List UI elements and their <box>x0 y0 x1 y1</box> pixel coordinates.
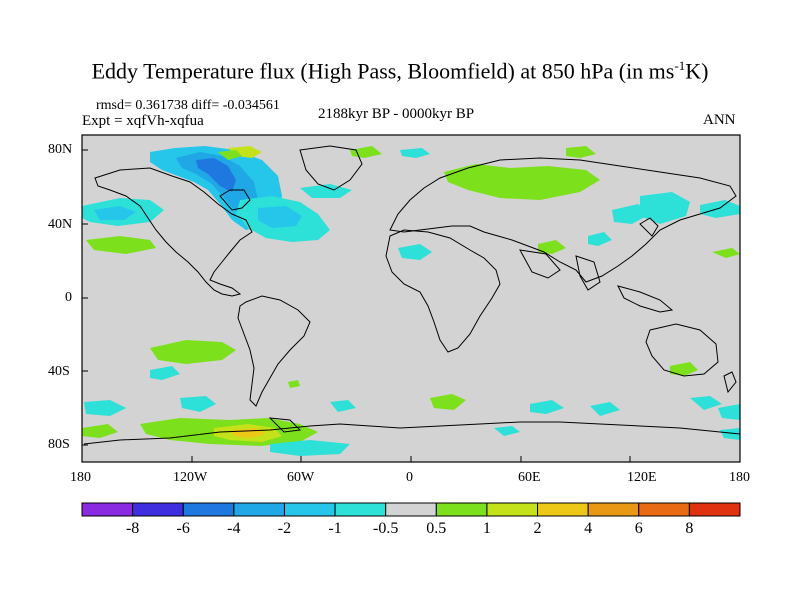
patch-south-ocean-1 <box>84 400 126 416</box>
patch-far-pacific <box>700 200 740 218</box>
coast-antarctica <box>83 421 740 445</box>
colorbar-label: -6 <box>176 520 190 537</box>
patch-south-ocean-5 <box>530 400 564 414</box>
colorbar-swatch <box>283 502 336 517</box>
patch-south-america-small <box>288 380 300 388</box>
x-tick-0: 0 <box>406 470 413 485</box>
coast-new-zealand <box>723 371 737 394</box>
coast-north-america <box>94 167 253 297</box>
colorbar-swatch <box>435 502 488 517</box>
colorbar <box>81 502 741 517</box>
coastlines <box>83 145 740 445</box>
colorbar-label: 0.5 <box>426 520 447 537</box>
patch-south-ocean-6 <box>590 402 620 416</box>
patch-north-pacific-west <box>640 192 690 224</box>
colorbar-label: -1 <box>328 520 342 537</box>
season-label: ANN <box>703 112 736 128</box>
patch-india-north <box>588 232 612 246</box>
patch-north-atlantic-inner <box>258 206 302 228</box>
patch-atlantic-mid <box>300 184 352 198</box>
colorbar-label: 6 <box>634 520 643 537</box>
colorbar-label: 4 <box>584 520 593 537</box>
coast-south-america <box>237 295 311 407</box>
colorbar-swatch <box>182 502 235 517</box>
patch-pacific-green <box>86 236 156 254</box>
colorbar-swatch <box>233 502 285 517</box>
y-tick-80s: 80S <box>48 437 70 452</box>
colorbar-swatch <box>132 502 184 517</box>
patch-antarctic-cyan-east <box>494 426 520 436</box>
x-tick-120e: 120E <box>627 470 657 485</box>
patch-arctic-canada-dark <box>196 158 236 192</box>
x-tick-60e: 60E <box>518 470 541 485</box>
patch-south-pacific-cyan <box>150 366 180 380</box>
patch-antarctic-cyan <box>270 440 350 456</box>
coast-greenland <box>299 145 363 191</box>
patch-south-pacific-green <box>150 340 236 364</box>
chart-title: Eddy Temperature flux (High Pass, Bloomf… <box>91 58 709 84</box>
patch-north-pacific-east-inner <box>94 206 136 220</box>
colorbar-swatch <box>385 502 437 517</box>
patch-pacific-east-green <box>712 248 740 258</box>
coast-eurasia <box>389 157 737 283</box>
patch-siberia-green <box>444 164 600 200</box>
patch-south-ocean-3 <box>330 400 356 412</box>
patch-antarctic-green-west <box>82 424 118 438</box>
x-tick-180w: 180 <box>70 470 91 485</box>
period-label: 2188kyr BP - 0000kyr BP <box>318 106 475 122</box>
coast-indonesia <box>617 285 674 313</box>
patch-south-ocean-4 <box>430 394 466 410</box>
colorbar-swatch <box>537 502 589 517</box>
colorbar-swatch <box>334 502 387 517</box>
colorbar-swatch <box>587 502 640 517</box>
axis-ticks <box>81 149 741 462</box>
colorbar-swatch <box>638 502 690 517</box>
coast-africa <box>385 229 501 353</box>
patch-south-ocean-2 <box>180 396 216 412</box>
patch-arctic-russia <box>566 146 596 158</box>
patch-antarctic-cyan-far-east <box>720 428 740 440</box>
colorbar-label: 2 <box>533 520 542 537</box>
patch-japan-sea <box>612 204 650 224</box>
y-tick-40s: 40S <box>48 364 70 379</box>
coast-australia <box>645 323 719 377</box>
patch-north-africa <box>398 244 432 260</box>
y-tick-0: 0 <box>65 290 72 305</box>
patch-norway-sea <box>400 148 430 158</box>
colorbar-label: -8 <box>125 520 140 537</box>
colorbar-label: 1 <box>482 520 491 537</box>
coast-arabia <box>519 249 561 279</box>
x-tick-60w: 60W <box>287 470 315 485</box>
patch-south-ocean-7 <box>690 396 722 410</box>
patch-arctic-green <box>218 150 242 160</box>
coast-antarctic-peninsula <box>268 417 302 433</box>
x-tick-180e: 180 <box>729 470 750 485</box>
colorbar-swatch <box>486 502 539 517</box>
patch-australia-green <box>670 362 698 376</box>
coast-japan <box>639 217 659 237</box>
colorbar-swatch <box>688 502 741 517</box>
stats-label: rmsd= 0.361738 diff= -0.034561 <box>96 98 280 113</box>
colorbar-label: -4 <box>227 520 241 537</box>
patch-south-ocean-8 <box>718 404 740 420</box>
y-tick-80n: 80N <box>48 142 73 157</box>
colorbar-label: -0.5 <box>373 520 399 537</box>
anomaly-patches <box>82 146 740 456</box>
experiment-label: Expt = xqfVh-xqfua <box>82 113 204 129</box>
colorbar-swatch <box>81 502 134 517</box>
coast-hudson-bay <box>219 189 251 211</box>
colorbar-label: 8 <box>685 520 694 537</box>
patch-arabia-green <box>538 240 566 254</box>
map-background <box>82 135 740 462</box>
coast-india <box>575 255 601 291</box>
y-tick-40n: 40N <box>48 217 73 232</box>
colorbar-label: -2 <box>277 520 292 537</box>
x-tick-120w: 120W <box>173 470 208 485</box>
